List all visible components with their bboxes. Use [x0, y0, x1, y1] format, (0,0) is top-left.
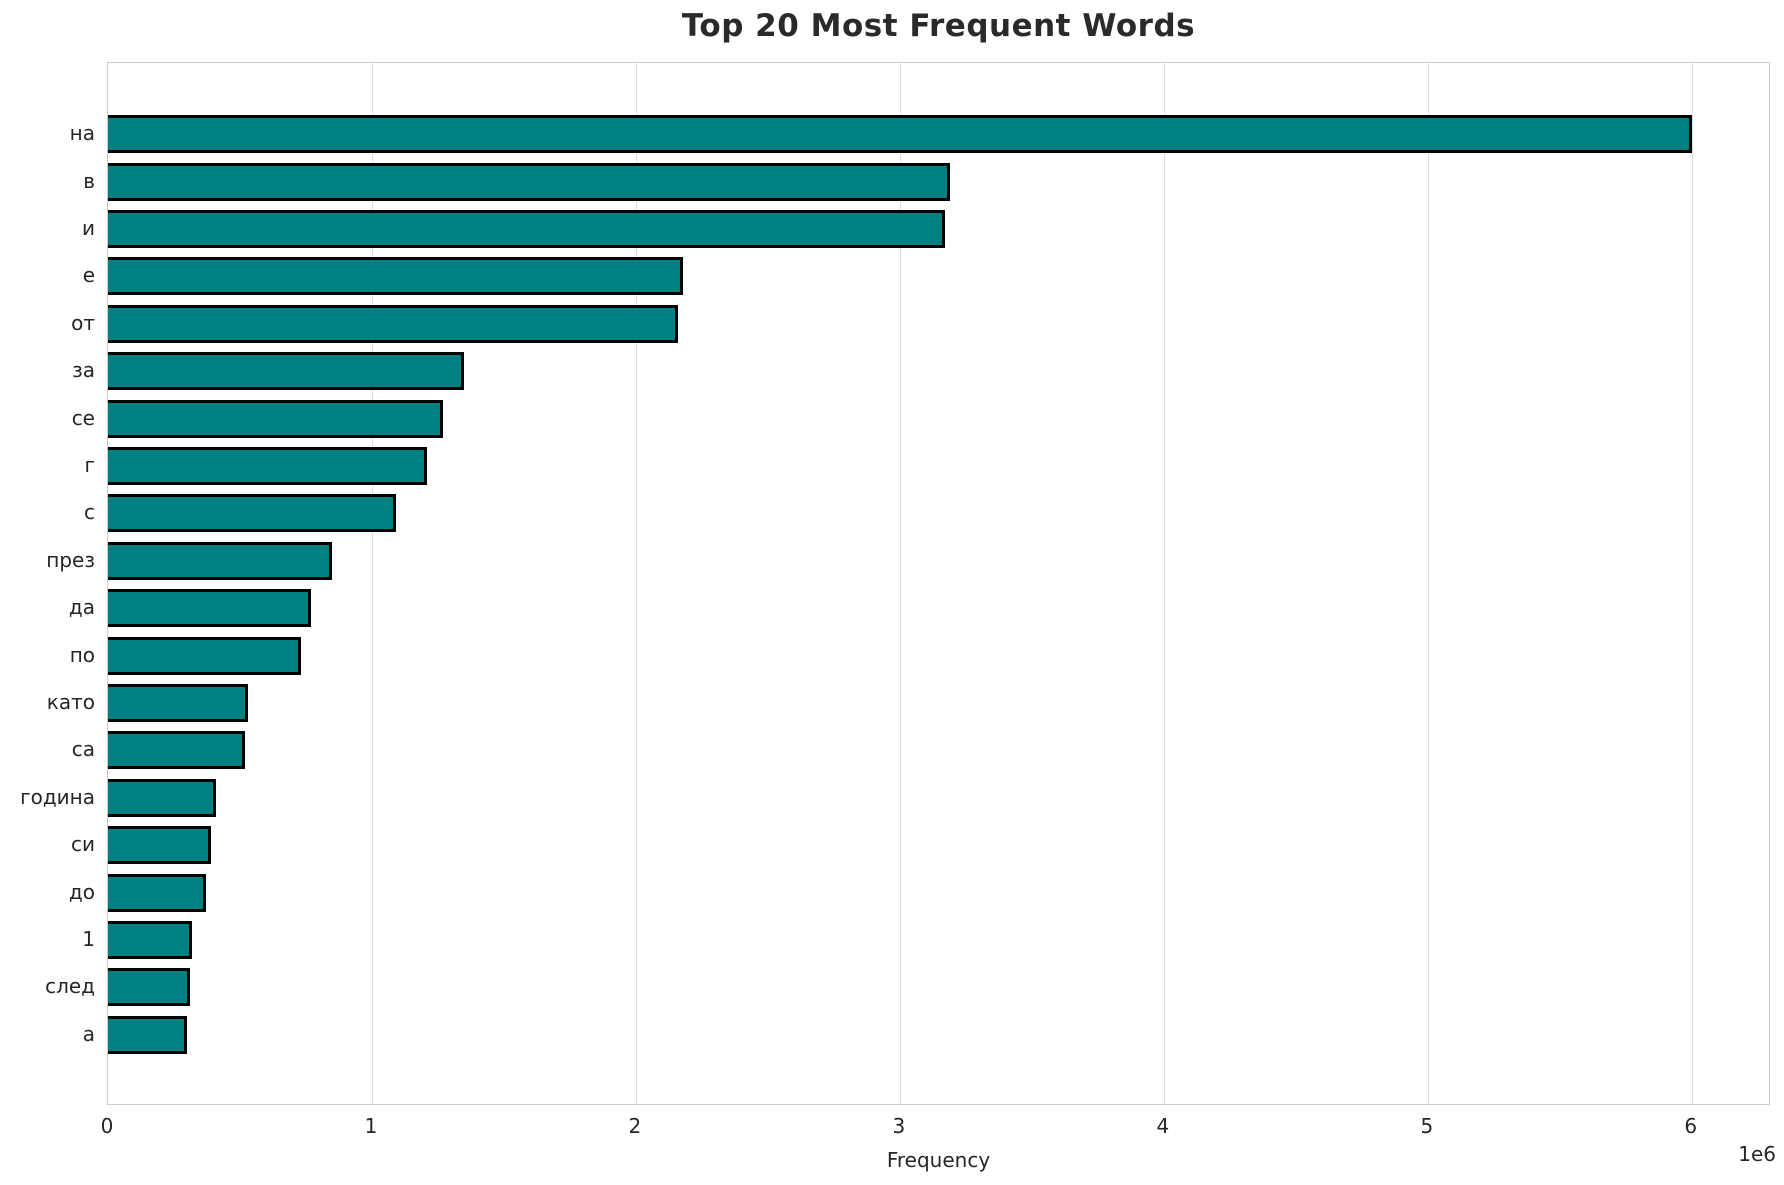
ytick-label-през: през — [46, 547, 95, 572]
bar-се — [108, 399, 444, 438]
ytick-label-е: е — [82, 263, 95, 288]
bar-с — [108, 494, 396, 533]
ytick-label-са: са — [71, 737, 95, 762]
ytick-label-1: 1 — [82, 927, 95, 952]
ytick-label-в: в — [83, 168, 95, 193]
xtick-label-0: 0 — [100, 1114, 114, 1138]
bar-като — [108, 684, 248, 723]
bar-да — [108, 589, 312, 628]
bar-г — [108, 446, 428, 485]
bar-през — [108, 541, 333, 580]
chart-title: Top 20 Most Frequent Words — [681, 8, 1196, 44]
ytick-label-година: година — [20, 784, 95, 809]
gridline-x-1000000 — [371, 63, 374, 1104]
ytick-label-и: и — [82, 215, 95, 240]
xtick-label-1: 1 — [364, 1114, 378, 1138]
gridline-x-5000000 — [1427, 63, 1430, 1104]
ytick-label-по: по — [69, 642, 95, 667]
bar-са — [108, 731, 246, 770]
ytick-label-след: след — [45, 974, 95, 999]
bar-е — [108, 257, 684, 296]
xtick-label-2: 2 — [628, 1114, 642, 1138]
gridline-x-2000000 — [635, 63, 638, 1104]
ytick-label-да: да — [68, 595, 95, 620]
y-axis-labels: на в и е от за се г с през да по като са година си до 1 сл… — [0, 62, 95, 1105]
plot-area — [107, 62, 1770, 1105]
bar-1 — [108, 921, 193, 960]
ytick-label-до: до — [68, 879, 95, 904]
bar-си — [108, 826, 211, 865]
ytick-label-се: се — [71, 405, 95, 430]
gridline-x-6000000 — [1691, 63, 1694, 1104]
ytick-label-а: а — [82, 1021, 95, 1046]
bar-за — [108, 352, 465, 391]
xtick-label-5: 5 — [1420, 1114, 1434, 1138]
xtick-label-4: 4 — [1156, 1114, 1170, 1138]
gridline-x-3000000 — [899, 63, 902, 1104]
xtick-label-3: 3 — [892, 1114, 906, 1138]
bar-до — [108, 873, 206, 912]
bar-от — [108, 304, 679, 343]
bar-година — [108, 778, 217, 817]
ytick-label-си: си — [71, 832, 95, 857]
ytick-label-с: с — [84, 500, 95, 525]
bar-в — [108, 162, 951, 201]
bar-и — [108, 209, 945, 248]
x-axis-ticks: 0 1 2 3 4 5 6 — [0, 1114, 1784, 1140]
bar-след — [108, 968, 190, 1007]
bar-на — [108, 115, 1692, 154]
ytick-label-на: на — [69, 121, 95, 146]
axis-offset-label: 1e6 — [1738, 1142, 1776, 1166]
bar-а — [108, 1015, 188, 1054]
ytick-label-г: г — [84, 452, 95, 477]
bar-по — [108, 636, 301, 675]
ytick-label-като: като — [46, 690, 95, 715]
xtick-label-6: 6 — [1684, 1114, 1698, 1138]
ytick-label-от: от — [71, 310, 95, 335]
x-axis-title: Frequency — [886, 1148, 991, 1172]
ytick-label-за: за — [72, 358, 95, 383]
gridline-x-4000000 — [1163, 63, 1166, 1104]
